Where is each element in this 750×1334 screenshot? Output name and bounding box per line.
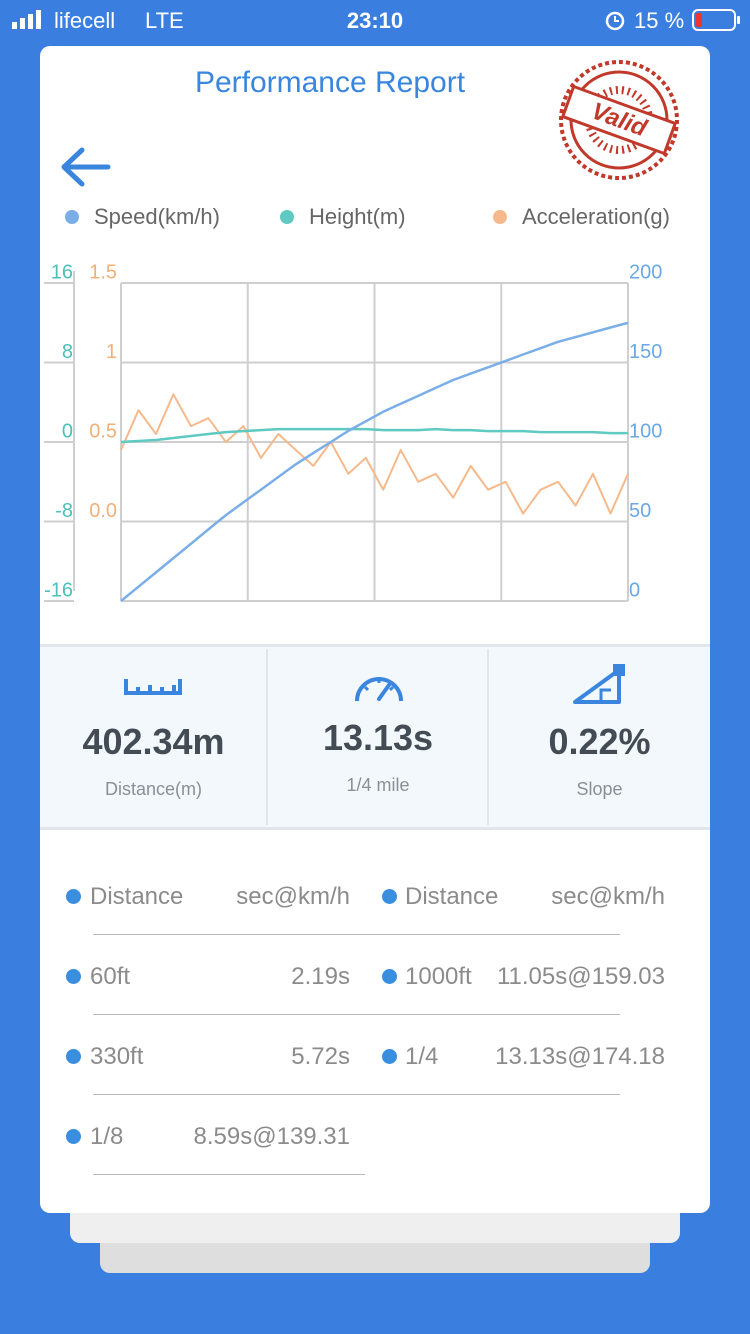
bullet [66, 1049, 81, 1064]
report-card [40, 46, 710, 1213]
divider [487, 649, 489, 825]
y2-tick-label: 200 [629, 261, 662, 283]
legend-label: Height(m) [309, 204, 406, 229]
split-value: 2.19s [291, 963, 350, 990]
split-label: Distance [90, 883, 184, 910]
legend-marker [65, 210, 79, 224]
legend-marker [493, 210, 507, 224]
bullet [66, 969, 81, 984]
legend-label: Acceleration(g) [522, 204, 670, 229]
summary-value: 0.22% [548, 721, 651, 762]
y-tick-label: 0 [62, 420, 73, 442]
y-tick-label: 16 [51, 261, 73, 283]
y-tick-label: -8 [55, 500, 73, 522]
split-label: 1/8 [90, 1123, 124, 1150]
bullet [382, 969, 397, 984]
chart: Speed(km/h) Height(m) Acceleration(g)20015… [44, 204, 670, 602]
series-line [120, 427, 628, 444]
battery-icon [692, 9, 740, 31]
carrier: lifecell [54, 8, 116, 33]
y3-tick-label: 1.5 [89, 261, 117, 283]
summary-cell: 13.13s 1/4 mile [268, 647, 488, 827]
summary-value: 13.13s [322, 717, 434, 758]
split-label: 330ft [90, 1043, 144, 1070]
split-value: 5.72s [291, 1043, 350, 1070]
y2-tick-label: 0 [629, 579, 640, 601]
split-label: 1/4 [405, 1043, 439, 1070]
y2-tick-label: 100 [629, 420, 662, 442]
bullet [382, 1049, 397, 1064]
split-value: sec@km/h [236, 883, 350, 910]
row-divider [93, 1014, 365, 1015]
legend-label: Speed(km/h) [94, 204, 220, 229]
split-label: 60ft [90, 963, 131, 990]
split-value: 13.13s@174.18 [495, 1043, 665, 1070]
summary-label: Distance(m) [104, 779, 202, 799]
summary-cell: 402.34m Distance(m) [40, 647, 267, 827]
bullet [66, 889, 81, 904]
y2-tick-label: 50 [629, 500, 651, 522]
summary-label: 1/4 mile [346, 775, 410, 795]
split-label: Distance [405, 883, 499, 910]
summary-panel: 402.34m Distance(m) 13.13s 1/4 mile 0.22… [40, 644, 710, 830]
y3-tick-label: 0.5 [89, 420, 117, 442]
clock: 23:10 [346, 8, 404, 33]
signal-icon [12, 10, 41, 29]
legend-marker [280, 210, 294, 224]
page-title: Performance Report [194, 66, 466, 99]
row-divider [365, 1094, 620, 1095]
split-value: 8.59s@139.31 [193, 1123, 350, 1150]
series-line [120, 393, 629, 515]
row-divider [365, 934, 620, 935]
alarm-icon [605, 11, 625, 31]
row-divider [365, 1014, 620, 1015]
back-button[interactable] [58, 145, 114, 189]
row-divider [93, 1174, 365, 1175]
summary-value: 402.34m [82, 721, 225, 762]
split-value: sec@km/h [551, 883, 665, 910]
ruler-icon [124, 679, 182, 695]
divider [266, 649, 268, 825]
y3-tick-label: 1 [106, 341, 117, 363]
y2-tick-label: 150 [629, 341, 662, 363]
bullet [66, 1129, 81, 1144]
split-value: 11.05s@159.03 [496, 963, 665, 990]
valid-stamp: Valid [559, 60, 679, 180]
split-label: 1000ft [405, 963, 472, 990]
summary-label: Slope [576, 779, 623, 799]
series-line [120, 321, 629, 602]
y-tick-label: 8 [62, 341, 73, 363]
y3-tick-label: 0.0 [89, 500, 117, 522]
gauge-icon [355, 677, 403, 702]
y-tick-label: -16 [44, 579, 73, 601]
battery-level: 15 % [634, 8, 685, 33]
summary-cell: 0.22% Slope [489, 647, 710, 827]
row-divider [93, 1094, 365, 1095]
slope-icon [573, 664, 625, 704]
row-divider [93, 934, 365, 935]
bullet [382, 889, 397, 904]
network: LTE [145, 8, 184, 33]
